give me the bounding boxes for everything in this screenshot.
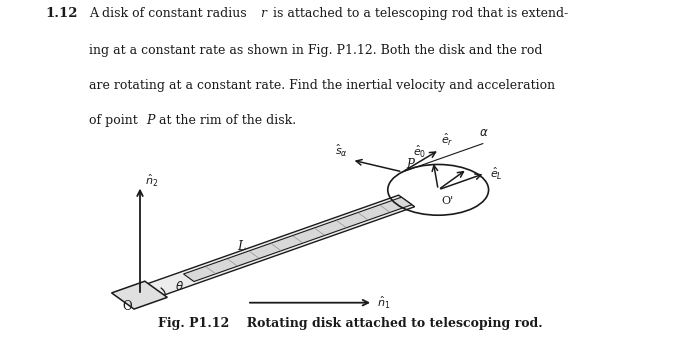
Text: $\hat{n}_2$: $\hat{n}_2$: [145, 173, 158, 189]
Text: ing at a constant rate as shown in Fig. P1.12. Both the disk and the rod: ing at a constant rate as shown in Fig. …: [89, 44, 542, 56]
Text: $\hat{e}_r$: $\hat{e}_r$: [441, 132, 454, 148]
Text: Fig. P1.12    Rotating disk attached to telescoping rod.: Fig. P1.12 Rotating disk attached to tel…: [158, 317, 542, 330]
Text: O': O': [442, 196, 454, 206]
Text: r: r: [260, 7, 266, 20]
Text: P: P: [406, 158, 414, 171]
Text: O: O: [122, 300, 132, 313]
Polygon shape: [135, 195, 414, 300]
Text: is attached to a telescoping rod that is extend-: is attached to a telescoping rod that is…: [269, 7, 568, 20]
Text: P: P: [146, 114, 155, 127]
Text: $\hat{n}_1$: $\hat{n}_1$: [377, 295, 390, 311]
Text: 1.12: 1.12: [46, 7, 78, 20]
Text: of point: of point: [89, 114, 141, 127]
Text: $\hat{s}_\alpha$: $\hat{s}_\alpha$: [335, 142, 349, 158]
Polygon shape: [183, 197, 412, 282]
Text: $\hat{e}_0$: $\hat{e}_0$: [413, 143, 426, 160]
Text: A disk of constant radius: A disk of constant radius: [89, 7, 251, 20]
Text: $\hat{e}_L$: $\hat{e}_L$: [490, 166, 503, 182]
Text: $\theta$: $\theta$: [175, 280, 184, 293]
Text: L: L: [237, 240, 246, 253]
Text: at the rim of the disk.: at the rim of the disk.: [155, 114, 297, 127]
Polygon shape: [111, 281, 167, 309]
Text: are rotating at a constant rate. Find the inertial velocity and acceleration: are rotating at a constant rate. Find th…: [89, 79, 555, 92]
Text: $\alpha$: $\alpha$: [480, 126, 489, 139]
